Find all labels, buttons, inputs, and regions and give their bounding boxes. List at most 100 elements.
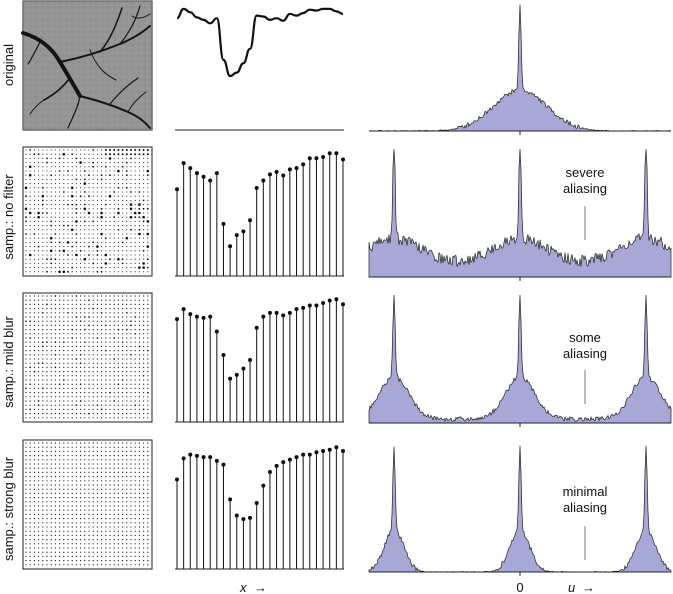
sample-dot [105,366,107,368]
sample-dot [38,341,40,343]
sample-point [194,314,199,319]
sample-dot [84,442,86,444]
sample-point [248,218,253,223]
sample-dot [134,543,136,545]
sample-dot [105,271,107,273]
sample-dot [67,543,69,545]
sample-dot [63,316,65,318]
sample-dot [96,241,98,243]
sample-dot [75,354,77,356]
sample-dot [117,295,119,297]
sample-dot [105,417,107,419]
sample-dot [59,379,61,381]
sample-dot [126,459,128,461]
sample-dot [50,497,52,499]
sample-dot [54,387,57,389]
sample-dot [117,312,119,314]
sample-dot [25,497,27,499]
sample-dot [117,446,119,448]
sample-dot [46,199,48,201]
sample-dot [67,560,69,562]
sample-dot [113,237,115,239]
sample-dot [33,233,36,235]
sample-dot [130,166,132,168]
sample-dot [134,350,136,352]
sample-dot [29,237,31,239]
sample-dot [71,220,73,222]
sample-dot [92,254,94,256]
sample-dot [42,442,44,444]
sample-dot [92,530,94,532]
sample-dot [122,551,124,553]
sample-point [287,457,292,462]
sample-dot [63,187,65,189]
sample-dot [117,320,119,322]
sample-dot [59,518,61,520]
sample-dot [75,195,77,197]
sample-dot [130,199,132,201]
sample-dot [29,476,31,478]
sample-dot [54,400,57,402]
sample-dot [126,199,128,201]
sample-dot [46,216,48,218]
sample-dot [29,199,31,201]
sample-dot [25,271,27,273]
sample-dot [126,484,128,486]
sample-dot [96,157,98,159]
sample-dot [109,233,111,235]
sample-dot [101,350,103,352]
zero-tick-label: 0 [516,580,523,594]
sample-dot [130,564,132,566]
sample-dot [88,341,90,343]
sample-dot [54,518,57,520]
sample-dot [50,530,52,532]
sample-dot [75,241,78,244]
sample-dot [25,383,27,385]
sample-dot [46,526,48,528]
sample-dot [71,157,73,159]
sample-dot [59,392,61,394]
sample-dot [25,387,27,390]
sample-dot [96,404,99,407]
sample-dot [138,258,140,260]
sample-dot [130,467,132,469]
sample-dot [122,450,124,452]
sample-dot [138,501,140,503]
sample-dot [113,162,115,164]
sample-dot [75,484,77,486]
sample-dot [29,350,31,352]
sample-dot [29,320,32,323]
sample-dot [130,455,132,457]
sample-dot [130,492,132,494]
sample-dot [84,371,86,373]
sample-dot [50,208,52,210]
sample-dot [46,246,48,248]
sample-dot [147,241,149,243]
sample-dot [54,513,57,516]
sample-dot [138,225,140,227]
sample-dot [96,299,98,301]
sample-dot [38,233,40,235]
sample-dot [71,241,73,243]
sample-dot [33,404,36,406]
sample-dot [130,324,132,327]
sample-dot [63,216,65,218]
sample-dot [63,530,65,532]
sample-dot [50,547,52,549]
sample-dot [54,329,57,331]
sample-dot [80,267,82,269]
sample-dot [50,233,52,235]
sample-dot [113,208,115,210]
sample-dot [54,299,57,301]
sample-point [294,307,299,312]
sample-dot [29,170,31,172]
sample-dot [29,149,32,151]
sample-dot [143,488,145,490]
sample-dot [54,225,56,227]
sample-dot [63,522,65,524]
sample-dot [113,501,115,503]
sample-dot [92,208,94,210]
sample-dot [46,170,48,172]
sample-point [274,169,279,174]
sample-dot [25,522,27,524]
